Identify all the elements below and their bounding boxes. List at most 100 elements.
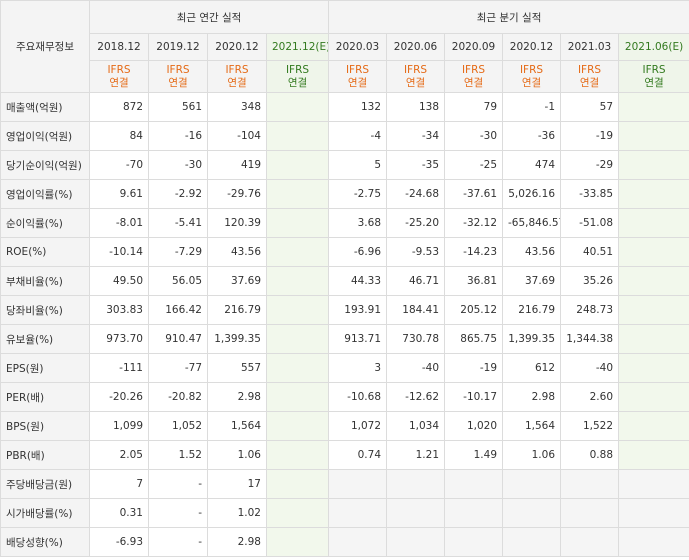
value-cell: 1.21 — [386, 440, 446, 470]
value-cell: -2.75 — [328, 179, 388, 209]
value-cell: 0.88 — [560, 440, 620, 470]
value-cell — [386, 469, 446, 499]
ifrs-text: IFRS — [577, 63, 602, 76]
consolidated-text: 연결 — [287, 76, 308, 89]
value-cell: 1.49 — [444, 440, 504, 470]
value-cell: -77 — [148, 353, 208, 383]
value-cell: 1,099 — [89, 411, 149, 441]
value-cell — [618, 440, 689, 470]
value-cell — [265, 150, 330, 180]
table-row: 주당배당금(원) 7-17 — [0, 469, 689, 499]
value-cell — [618, 498, 689, 528]
value-cell — [265, 266, 330, 296]
ifrs-consolidated-label: IFRS 연결 — [328, 60, 388, 93]
value-cell: 1.52 — [148, 440, 208, 470]
value-cell: 913.71 — [328, 324, 388, 354]
value-cell: -10.68 — [328, 382, 388, 412]
value-cell: -20.26 — [89, 382, 149, 412]
row-label: 영업이익(억원) — [0, 121, 90, 151]
ifrs-consolidated-label: IFRS 연결 — [444, 60, 504, 93]
value-cell — [560, 527, 620, 557]
ifrs-row: IFRS 연결 IFRS 연결 IFRS 연결 IFRS 연결 IFRS 연결 IFRS 연결 IFRS… — [1, 60, 689, 93]
value-cell: -65,846.57 — [502, 208, 562, 238]
value-cell: -29 — [560, 150, 620, 180]
value-cell: 1,564 — [502, 411, 562, 441]
value-cell: 973.70 — [89, 324, 149, 354]
value-cell: 3 — [328, 353, 388, 383]
value-cell: -14.23 — [444, 237, 504, 267]
table-row: PER(배) -20.26 -20.82 2.98 -10.68 -12.62 -10.17… — [0, 382, 689, 412]
ifrs-text: IFRS — [345, 63, 370, 76]
value-cell: 132 — [328, 92, 388, 122]
value-cell: 303.83 — [89, 295, 149, 325]
value-cell: - — [148, 527, 208, 557]
value-cell — [265, 179, 330, 209]
ifrs-text: IFRS — [225, 63, 249, 76]
ifrs-text: IFRS — [403, 63, 428, 76]
ifrs-text: IFRS — [461, 63, 486, 76]
value-cell: 248.73 — [560, 295, 620, 325]
value-cell: 1.06 — [207, 440, 267, 470]
value-cell — [618, 266, 689, 296]
value-cell: - — [148, 469, 208, 499]
table-row: 유보율(%) 973.70 910.47 1,399.35 913.71 730.78 86… — [0, 324, 689, 354]
value-cell: 872 — [89, 92, 149, 122]
value-cell: -6.93 — [89, 527, 149, 557]
value-cell: 1,072 — [328, 411, 388, 441]
row-label: 주당배당금(원) — [0, 469, 90, 499]
row-label: 매출액(억원) — [0, 92, 90, 122]
value-cell: 557 — [207, 353, 267, 383]
value-cell: 1,399.35 — [207, 324, 267, 354]
value-cell — [265, 498, 330, 528]
value-cell: 84 — [89, 121, 149, 151]
consolidated-text: 연결 — [109, 76, 129, 89]
table-row: 시가배당률(%) 0.31-1.02 — [0, 498, 689, 528]
value-cell: 40.51 — [560, 237, 620, 267]
value-cell: 348 — [207, 92, 267, 122]
quarterly-results-header: 최근 분기 실적 — [328, 0, 689, 34]
row-label: 영업이익률(%) — [0, 179, 90, 209]
value-cell — [618, 295, 689, 325]
value-cell: 1,564 — [207, 411, 267, 441]
value-cell: -40 — [560, 353, 620, 383]
consolidated-text: 연결 — [463, 76, 484, 89]
value-cell: - — [148, 498, 208, 528]
value-cell: 1,020 — [444, 411, 504, 441]
period-header: 2021.06(E) — [618, 33, 689, 61]
period-header: 2020.06 — [386, 33, 446, 61]
value-cell: 193.91 — [328, 295, 388, 325]
value-cell: -40 — [386, 353, 446, 383]
period-header: 2020.12 — [207, 33, 267, 61]
value-cell — [265, 527, 330, 557]
value-cell: 2.98 — [502, 382, 562, 412]
value-cell — [618, 179, 689, 209]
value-cell — [560, 498, 620, 528]
ifrs-text: IFRS — [285, 63, 310, 76]
value-cell — [618, 208, 689, 238]
value-cell: -12.62 — [386, 382, 446, 412]
period-header: 2019.12 — [148, 33, 208, 61]
value-cell — [328, 498, 388, 528]
value-cell — [618, 411, 689, 441]
value-cell — [265, 121, 330, 151]
value-cell: 730.78 — [386, 324, 446, 354]
value-cell — [618, 469, 689, 499]
value-cell: 44.33 — [328, 266, 388, 296]
value-cell — [618, 237, 689, 267]
value-cell — [265, 353, 330, 383]
value-cell: 2.05 — [89, 440, 149, 470]
value-cell — [265, 382, 330, 412]
row-label: ROE(%) — [0, 237, 90, 267]
value-cell: -29.76 — [207, 179, 267, 209]
table-body: 매출액(억원) 872 561 348 132 138 79 -1 57 영업이익(억원) 84 -1… — [0, 92, 689, 557]
value-cell: 1,399.35 — [502, 324, 562, 354]
value-cell: 865.75 — [444, 324, 504, 354]
ifrs-text: IFRS — [166, 63, 190, 76]
row-label: 배당성향(%) — [0, 527, 90, 557]
value-cell: 910.47 — [148, 324, 208, 354]
value-cell: 474 — [502, 150, 562, 180]
value-cell: -9.53 — [386, 237, 446, 267]
ifrs-consolidated-label: IFRS 연결 — [89, 60, 149, 93]
value-cell — [618, 527, 689, 557]
value-cell: 2.60 — [560, 382, 620, 412]
